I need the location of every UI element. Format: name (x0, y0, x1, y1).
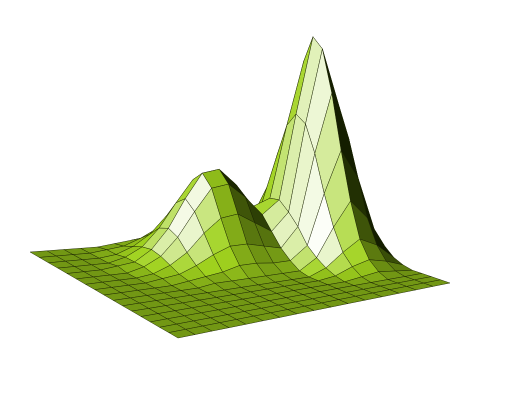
surface-patch (168, 329, 196, 339)
